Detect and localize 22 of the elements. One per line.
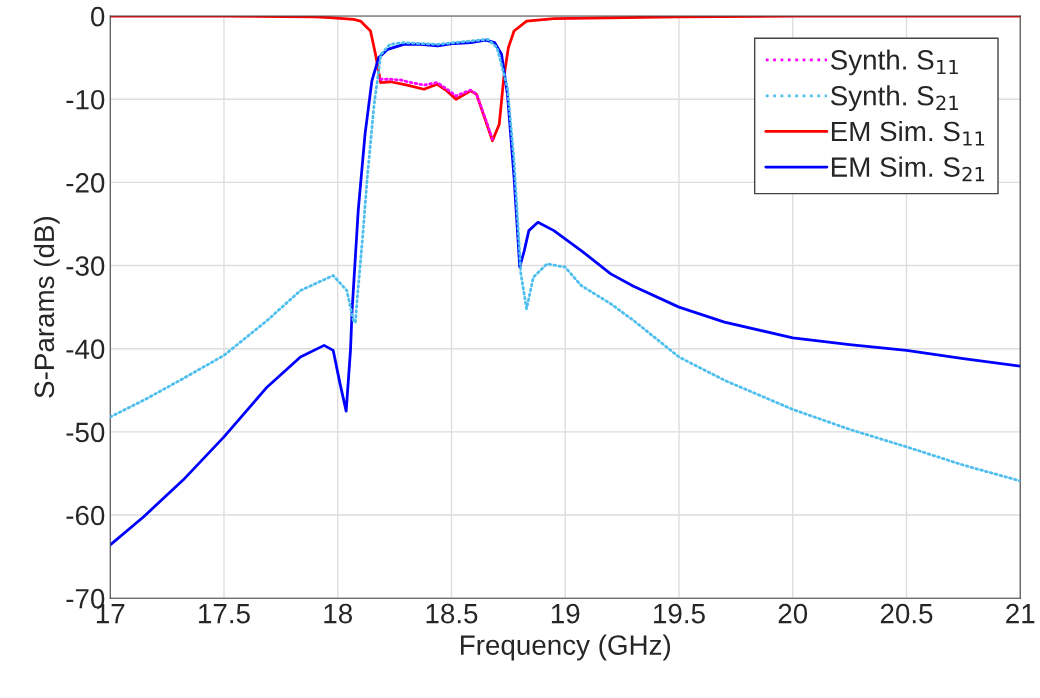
- x-tick-label: 19.5: [654, 603, 705, 624]
- y-tick-label: -10: [66, 89, 105, 110]
- y-tick-label: -20: [66, 173, 105, 193]
- x-tick-label: 17.5: [199, 604, 250, 624]
- x-tick-label: 19: [551, 603, 580, 624]
- line-series: [379, 77, 494, 141]
- y-tick-label: 0: [91, 6, 105, 27]
- y-tick-label: -50: [66, 422, 105, 443]
- y-tick-label: -40: [66, 339, 105, 360]
- y-tick-label: -60: [66, 505, 105, 526]
- x-axis-title: Frequency (GHz): [461, 634, 671, 661]
- legend-label: Synth. S$_{21}$: [830, 85, 958, 112]
- legend-label: Synth. S$_{11}$: [830, 49, 958, 76]
- legend-label: EM Sim. S$_{21}$: [831, 156, 985, 182]
- x-tick-label: 20: [778, 603, 808, 624]
- y-axis-title: S-Params (dB): [33, 217, 60, 398]
- x-tick-label: 20.5: [880, 603, 933, 624]
- x-tick-label: 18.5: [426, 603, 478, 624]
- x-tick-label: 18: [324, 603, 352, 624]
- y-tick-label: -30: [66, 256, 105, 276]
- legend-label: EM Sim. S$_{11}$: [831, 120, 985, 146]
- x-tick-label: 21: [1006, 603, 1035, 624]
